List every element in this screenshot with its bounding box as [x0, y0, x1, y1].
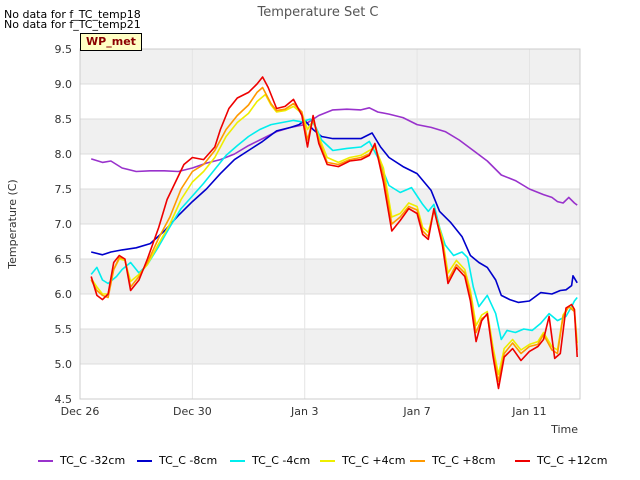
y-tick-label: 6.5: [55, 253, 73, 266]
y-tick-labels: 4.5 5.0 5.5 6.0 6.5 7.0 7.5 8.0 8.5 9.0 9.5: [55, 43, 73, 406]
y-tick-label: 5.0: [55, 358, 73, 371]
y-tick-label: 7.0: [55, 218, 73, 231]
y-tick-label: 8.0: [55, 148, 73, 161]
legend-swatch: [410, 460, 425, 462]
legend-label: TC_C -4cm: [252, 454, 311, 467]
legend-label: TC_C +4cm: [342, 454, 406, 467]
x-tick-labels: Dec 26 Dec 30 Jan 3 Jan 7 Jan 11: [61, 405, 547, 418]
background-band: [80, 259, 580, 294]
background-band: [80, 189, 580, 224]
chart-legend: TC_C -32cm TC_C -8cm TC_C -4cm TC_C +4cm TC_…: [0, 453, 640, 469]
y-tick-label: 4.5: [55, 393, 73, 406]
chart-title: Temperature Set C: [256, 5, 378, 20]
legend-swatch: [515, 460, 530, 462]
x-tick-label: Jan 7: [402, 405, 430, 418]
y-tick-label: 8.5: [55, 113, 73, 126]
x-tick-label: Jan 11: [511, 405, 546, 418]
y-tick-label: 6.0: [55, 288, 73, 301]
legend-swatch: [137, 460, 152, 462]
y-tick-label: 7.5: [55, 183, 73, 196]
legend-label: TC_C +8cm: [432, 454, 496, 467]
series-line-tc-c-32cm: [90, 107, 578, 206]
y-tick-label: 9.5: [55, 43, 73, 56]
site-label-badge: WP_met: [80, 33, 142, 51]
legend-label: TC_C -8cm: [159, 454, 218, 467]
series-line-tc-c-8cm: [91, 119, 578, 304]
y-axis-label: Temperature (C): [6, 179, 19, 269]
series-line-tc-c-8cm: [90, 86, 578, 383]
legend-swatch: [38, 460, 53, 462]
x-tick-label: Dec 26: [61, 405, 100, 418]
background-band: [80, 84, 580, 119]
legend-swatch: [230, 460, 245, 462]
legend-label: TC_C +12cm: [537, 454, 608, 467]
x-tick-label: Dec 30: [173, 405, 212, 418]
series-line-tc-c-4cm: [90, 118, 578, 341]
no-data-line-2: No data for f_TC_temp21: [4, 18, 141, 31]
series-line-tc-c-4cm: [90, 93, 578, 376]
y-tick-label: 9.0: [55, 78, 73, 91]
x-axis-label: Time: [550, 423, 578, 436]
background-band: [80, 49, 580, 84]
plot-frame: [79, 48, 581, 400]
no-data-line-1: No data for f_TC_temp18: [4, 8, 141, 21]
legend-swatch: [320, 460, 335, 462]
background-band: [80, 364, 580, 399]
series-layer: [90, 76, 578, 390]
background-band: [80, 294, 580, 329]
series-line-tc-c-12cm: [90, 76, 578, 390]
legend-label: TC_C -32cm: [60, 454, 126, 467]
x-tick-label: Jan 3: [290, 405, 318, 418]
background-band: [80, 329, 580, 364]
y-tick-label: 5.5: [55, 323, 73, 336]
